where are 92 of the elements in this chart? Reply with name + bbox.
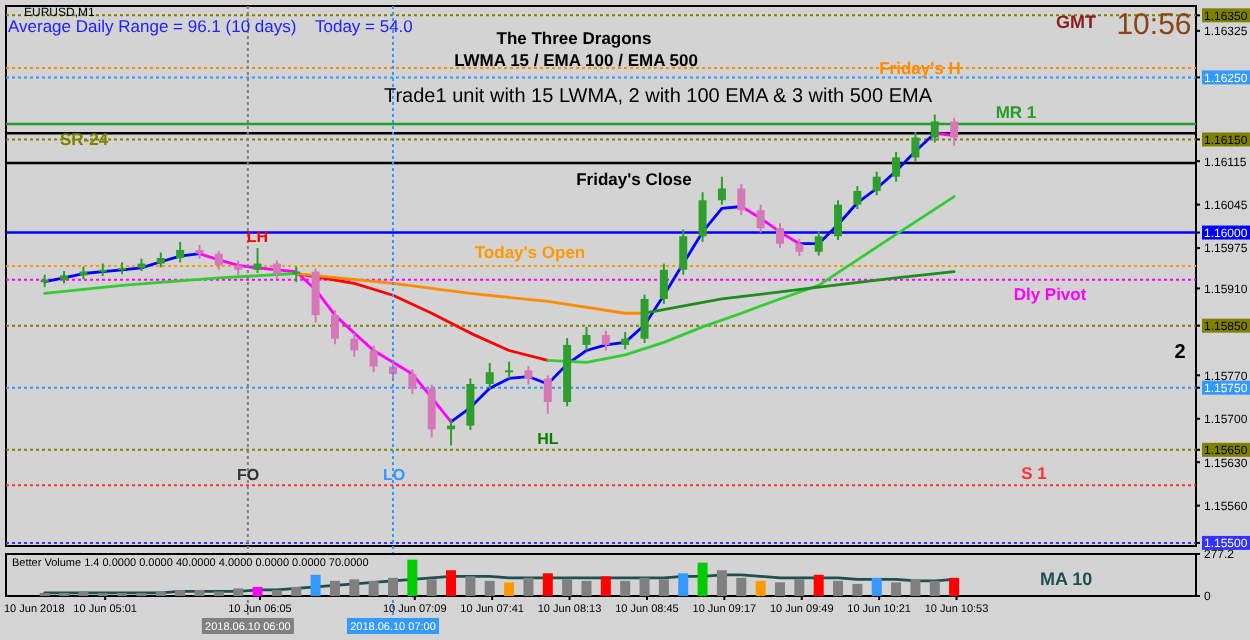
bar — [310, 574, 321, 596]
annotation: LO — [382, 466, 406, 484]
bar — [678, 573, 689, 596]
ref-line-label: MR 1 — [995, 101, 1037, 122]
bar — [716, 570, 727, 596]
bar — [349, 579, 360, 596]
bar — [929, 580, 940, 596]
text: The Three Dragons — [496, 28, 652, 48]
candlestick — [466, 377, 475, 431]
bar — [639, 577, 650, 596]
bar — [794, 579, 805, 596]
candlestick — [427, 383, 436, 439]
candlestick — [543, 374, 552, 415]
bar — [620, 580, 631, 596]
bar — [581, 580, 592, 596]
line-series — [546, 195, 956, 364]
bar — [291, 586, 302, 596]
bar — [271, 589, 282, 596]
bar — [465, 576, 476, 596]
candlestick — [311, 267, 320, 324]
annotation: GMT — [1056, 12, 1097, 32]
bar — [562, 579, 573, 596]
ref-line-label: Today's Open — [474, 242, 586, 263]
ref-line-label: Friday's Close — [576, 169, 693, 190]
text: MA 10 — [1040, 569, 1093, 590]
bar — [233, 588, 244, 596]
annotation: Average Daily Range = 96.1 (10 days) Today = 54.0 — [8, 16, 414, 36]
candlestick — [350, 332, 359, 358]
candlestick — [485, 361, 494, 390]
bar — [542, 573, 553, 596]
bar — [658, 579, 669, 596]
line-series — [294, 272, 550, 362]
bar — [387, 577, 398, 596]
bar — [407, 559, 418, 596]
candlestick — [737, 183, 746, 217]
bar — [755, 580, 766, 596]
candlestick — [214, 250, 223, 271]
bar — [774, 582, 785, 596]
candlestick — [408, 368, 417, 395]
candlestick — [892, 150, 901, 183]
ref-line-label: SR-24 — [59, 129, 109, 150]
annotation: HL — [537, 430, 559, 448]
candlestick — [679, 228, 688, 276]
annotation: Trade1 unit with 15 LWMA, 2 with 100 EMA & 3 with 500 EMA — [383, 86, 933, 108]
annotation: LH — [246, 228, 269, 247]
text: LWMA 15 / EMA 100 / EMA 500 — [454, 50, 699, 70]
ref-line-label: S 1 — [1021, 463, 1048, 484]
bar — [871, 577, 882, 596]
bar — [697, 562, 708, 596]
bar — [891, 582, 902, 596]
candlestick — [756, 203, 765, 234]
bar — [368, 580, 379, 596]
bar — [426, 579, 437, 596]
line-series — [43, 272, 298, 295]
candlestick — [524, 365, 533, 386]
bar — [504, 582, 515, 596]
candlestick — [775, 222, 784, 250]
candlestick — [176, 240, 185, 264]
bar — [833, 580, 844, 596]
bar — [736, 577, 747, 596]
bar — [329, 580, 340, 596]
annotation: FO — [236, 466, 260, 484]
candlestick — [814, 230, 823, 257]
candlestick — [659, 262, 668, 305]
candlestick — [911, 131, 920, 163]
bar — [175, 589, 186, 596]
candlestick — [640, 293, 649, 345]
candlestick — [950, 116, 959, 147]
bar — [600, 576, 611, 596]
candlestick — [253, 247, 262, 274]
candlestick — [601, 329, 610, 352]
candlestick — [872, 170, 881, 197]
annotation: 10:56 — [1116, 8, 1192, 42]
candlestick — [369, 344, 378, 374]
bar — [252, 586, 263, 596]
ref-line-label: Dly Pivot — [1013, 283, 1087, 304]
candlestick — [834, 199, 843, 241]
candlestick — [717, 175, 726, 206]
bar — [949, 577, 960, 596]
candlestick — [853, 185, 862, 210]
bar — [523, 577, 534, 596]
bar — [194, 589, 205, 596]
bar — [852, 583, 863, 596]
candlestick — [330, 309, 339, 346]
candlestick — [272, 259, 281, 281]
candlestick — [698, 191, 707, 243]
annotation: 2 — [1174, 342, 1187, 364]
bar — [446, 570, 457, 596]
candlestick — [582, 325, 591, 352]
bar — [910, 579, 921, 596]
bar — [813, 574, 824, 596]
bar — [484, 580, 495, 596]
